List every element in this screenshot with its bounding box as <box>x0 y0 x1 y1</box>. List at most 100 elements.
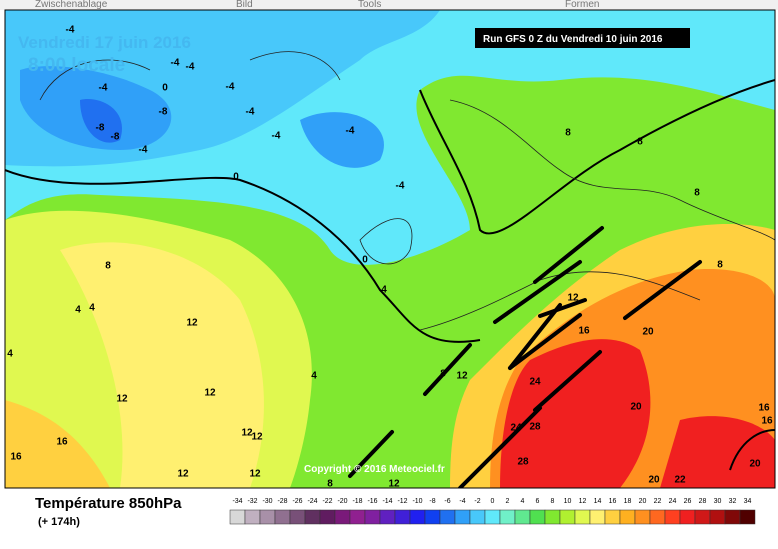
legend-tick: 34 <box>744 498 752 505</box>
legend-tick: 30 <box>714 498 722 505</box>
legend-tick: -26 <box>292 498 302 505</box>
contour-label: 12 <box>456 371 468 382</box>
contour-label: 4 <box>311 371 317 382</box>
contour-label: 16 <box>56 437 68 448</box>
contour-label: 16 <box>761 416 773 427</box>
legend-swatch <box>619 509 636 525</box>
menu-item[interactable]: Zwischenablage <box>35 0 108 10</box>
legend-swatch <box>379 509 396 525</box>
contour-label: 4 <box>89 303 95 314</box>
copyright: Copyright © 2016 Meteociel.fr <box>304 464 445 475</box>
legend-tick: 32 <box>729 498 737 505</box>
contour-label: 24 <box>510 423 522 434</box>
menu-item[interactable]: Formen <box>565 0 599 10</box>
legend-swatch <box>469 509 486 525</box>
contour-label: 0 <box>162 83 168 94</box>
contour-label: 4 <box>381 285 387 296</box>
legend-swatch <box>634 509 651 525</box>
contour-label: 20 <box>648 475 660 486</box>
contour-label: -4 <box>246 107 255 118</box>
legend-tick: 6 <box>536 498 540 505</box>
cold-core <box>80 99 122 143</box>
contour-label: 8 <box>694 188 700 199</box>
menu-item[interactable]: Bild <box>236 0 253 10</box>
contour-label: -4 <box>99 83 108 94</box>
legend-subtitle: (+ 174h) <box>38 516 80 528</box>
menu-item[interactable]: Tools <box>358 0 381 10</box>
legend-tick: 4 <box>521 498 525 505</box>
contour-label: -8 <box>96 123 105 134</box>
legend-tick: -12 <box>397 498 407 505</box>
contour-label: 0 <box>233 172 239 183</box>
map: Vendredi 17 juin 2016 8:00 locale Run GF… <box>4 9 776 489</box>
legend-tick: -32 <box>247 498 257 505</box>
contour-label: 22 <box>674 475 686 486</box>
contour-label: 0 <box>362 255 368 266</box>
warm-zone <box>60 242 264 488</box>
contour-label: 16 <box>758 403 770 414</box>
contour-label: -4 <box>396 181 405 192</box>
legend-swatch <box>664 509 681 525</box>
legend-tick: 22 <box>654 498 662 505</box>
legend-swatch <box>304 509 321 525</box>
contour-label: -4 <box>346 126 355 137</box>
run: Run GFS 0 Z du Vendredi 10 juin 2016 <box>483 34 663 45</box>
contour-label: -4 <box>226 82 235 93</box>
contour-label: 12 <box>116 394 128 405</box>
legend-swatch <box>709 509 726 525</box>
legend-tick: 8 <box>551 498 555 505</box>
contour-label: 12 <box>204 388 216 399</box>
contour-label: 12 <box>186 318 198 329</box>
contour-label: 20 <box>630 402 642 413</box>
legend-swatch <box>229 509 246 525</box>
legend-swatch <box>529 509 546 525</box>
contour-label: -4 <box>66 25 75 36</box>
contour-label: 12 <box>249 469 261 480</box>
contour-label: 20 <box>642 327 654 338</box>
hot-zone <box>500 339 651 488</box>
map-frame <box>4 9 776 489</box>
contour-label: -4 <box>139 145 148 156</box>
legend-tick: -18 <box>352 498 362 505</box>
legend-tick: 10 <box>564 498 572 505</box>
run-box <box>475 28 690 48</box>
legend-tick: 18 <box>624 498 632 505</box>
contour-label: -4 <box>272 131 281 142</box>
contour-label: -8 <box>111 132 120 143</box>
contour-label: 8 <box>717 260 723 271</box>
hot-zone <box>660 416 775 488</box>
warm-zone <box>5 400 110 488</box>
legend-swatch <box>679 509 696 525</box>
legend-swatch <box>364 509 381 525</box>
legend-tick: -8 <box>429 498 435 505</box>
contour-label: 28 <box>529 422 541 433</box>
legend-swatch <box>349 509 366 525</box>
contour-label: 12 <box>388 479 400 490</box>
legend-tick: -24 <box>307 498 317 505</box>
contour-label: 12 <box>241 428 253 439</box>
legend-swatch <box>454 509 471 525</box>
contour-label: 8 <box>105 261 111 272</box>
legend-tick: 16 <box>609 498 617 505</box>
legend-swatch <box>694 509 711 525</box>
legend-tick: -20 <box>337 498 347 505</box>
legend-swatch <box>604 509 621 525</box>
contour-label: 12 <box>567 293 579 304</box>
legend-swatch <box>394 509 411 525</box>
legend-tick: -28 <box>277 498 287 505</box>
legend-tick: 20 <box>639 498 647 505</box>
legend-swatch <box>259 509 276 525</box>
contour-label: 8 <box>637 137 643 148</box>
date: Vendredi 17 juin 2016 <box>18 33 191 52</box>
legend-swatch <box>649 509 666 525</box>
cold-core <box>300 112 384 168</box>
legend-swatch <box>559 509 576 525</box>
legend-tick: 0 <box>491 498 495 505</box>
legend-tick: -34 <box>232 498 242 505</box>
legend-swatch <box>544 509 561 525</box>
legend-swatch <box>274 509 291 525</box>
legend-tick: 12 <box>579 498 587 505</box>
contour-label: 12 <box>177 469 189 480</box>
legend-tick: -30 <box>262 498 272 505</box>
